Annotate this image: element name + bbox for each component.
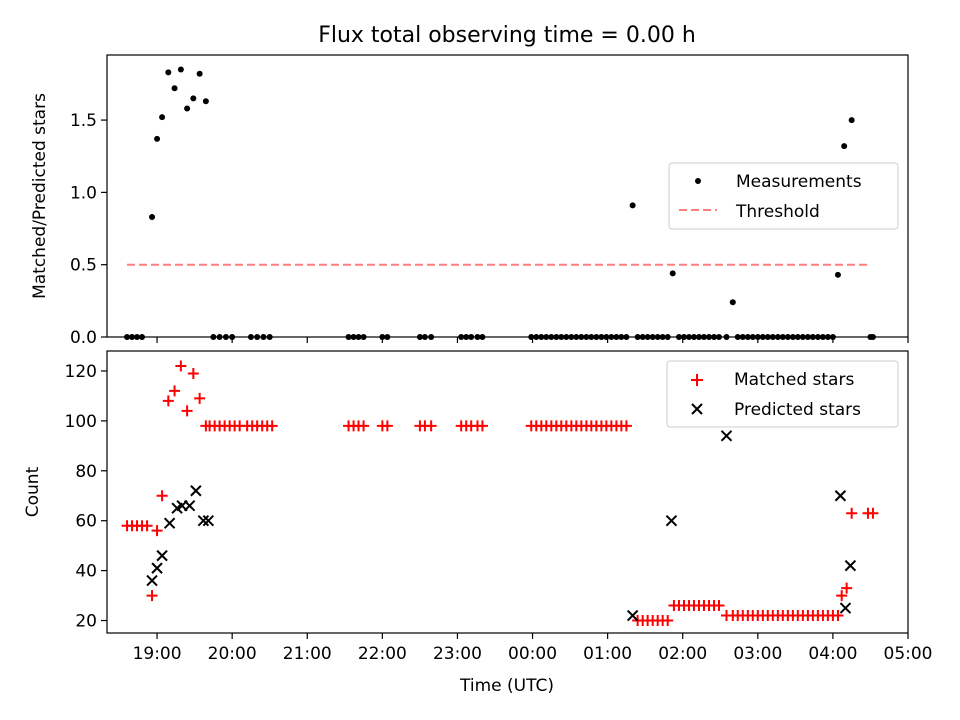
matched-star-point xyxy=(266,420,278,432)
legend-measurements-label: Measurements xyxy=(736,172,862,192)
measurement-point xyxy=(177,66,184,73)
measurement-point xyxy=(848,117,855,124)
bottom-plot-area xyxy=(121,360,879,627)
x-tick-label: 00:00 xyxy=(508,644,557,664)
bottom-y-axis-label: Count xyxy=(23,466,43,517)
matched-star-point xyxy=(620,420,632,432)
top-y-tick-label: 0.5 xyxy=(70,256,97,276)
predicted-star-point xyxy=(665,514,678,527)
matched-star-point xyxy=(181,405,193,417)
predicted-star-point xyxy=(156,549,168,562)
measurement-point xyxy=(729,299,736,306)
predicted-star-point xyxy=(834,490,847,502)
matched-star-point xyxy=(476,420,488,432)
measurement-point xyxy=(841,143,848,150)
predicted-star-point xyxy=(839,602,852,614)
measurement-point xyxy=(669,270,676,277)
measurement-point xyxy=(202,98,209,105)
matched-star-point xyxy=(425,420,437,432)
top-y-tick-label: 0.0 xyxy=(70,328,97,348)
measurement-point xyxy=(196,70,203,77)
legend-predicted-marker xyxy=(691,403,703,415)
matched-star-point xyxy=(156,490,168,502)
x-axis-label: Time (UTC) xyxy=(459,676,554,696)
matched-star-point xyxy=(662,615,674,627)
legend-matched-marker xyxy=(691,374,703,386)
matched-star-point xyxy=(867,507,879,519)
matched-star-point xyxy=(141,520,153,532)
legend-threshold-label: Threshold xyxy=(735,202,820,222)
matched-star-point xyxy=(381,420,393,432)
top-y-tick-label: 1.5 xyxy=(70,111,97,131)
matched-star-point xyxy=(162,395,174,407)
measurement-point xyxy=(159,114,166,121)
bottom-y-tick-label: 20 xyxy=(75,612,97,632)
legend-measurements-marker xyxy=(695,178,701,184)
legend-matched-label: Matched stars xyxy=(734,370,854,390)
measurement-point xyxy=(154,135,161,142)
legend-predicted-label: Predicted stars xyxy=(734,400,861,420)
x-tick-label: 05:00 xyxy=(884,644,933,664)
matched-star-point xyxy=(169,385,181,397)
matched-star-point xyxy=(358,420,370,432)
measurement-point xyxy=(165,69,172,76)
top-axes-frame xyxy=(106,54,909,338)
matched-star-point xyxy=(836,590,848,602)
x-tick-label: 02:00 xyxy=(658,644,707,664)
x-tick-label: 21:00 xyxy=(283,644,332,664)
bottom-axes-frame xyxy=(106,350,909,634)
measurement-point xyxy=(149,213,156,220)
matched-star-point xyxy=(841,582,853,594)
measurement-point xyxy=(190,95,197,102)
predicted-star-point xyxy=(146,574,158,587)
predicted-star-point xyxy=(183,500,196,512)
x-tick-label: 04:00 xyxy=(808,644,857,664)
x-tick-label: 19:00 xyxy=(133,644,182,664)
measurement-point xyxy=(629,202,636,209)
top-y-axis-label: Matched/Predicted stars xyxy=(30,93,50,299)
predicted-star-point xyxy=(844,559,857,572)
matched-star-point xyxy=(194,392,206,404)
bottom-y-tick-label: 60 xyxy=(75,512,97,532)
measurement-point xyxy=(834,271,841,278)
bottom-y-tick-label: 120 xyxy=(65,362,97,382)
x-tick-label: 03:00 xyxy=(733,644,782,664)
top-y-tick-label: 1.0 xyxy=(70,183,97,203)
matched-star-point xyxy=(846,507,858,519)
x-tick-label: 20:00 xyxy=(208,644,257,664)
measurement-point xyxy=(171,85,178,92)
bottom-y-tick-label: 80 xyxy=(75,462,97,482)
matched-star-point xyxy=(187,367,199,379)
bottom-legend: Matched stars Predicted stars xyxy=(666,360,899,428)
matched-star-point xyxy=(175,360,187,372)
top-legend: Measurements Threshold xyxy=(668,162,899,230)
top-legend-box xyxy=(668,162,899,230)
measurement-point xyxy=(184,105,191,112)
x-tick-label: 01:00 xyxy=(583,644,632,664)
bottom-legend-box xyxy=(666,360,899,428)
matched-star-point xyxy=(713,600,725,612)
x-tick-label: 23:00 xyxy=(433,644,482,664)
predicted-star-point xyxy=(626,609,639,622)
bottom-y-tick-label: 100 xyxy=(65,412,97,432)
predicted-star-point xyxy=(720,430,733,442)
predicted-star-point xyxy=(151,562,163,574)
predicted-star-point xyxy=(190,485,202,497)
x-tick-label: 22:00 xyxy=(358,644,407,664)
matched-star-point xyxy=(146,590,158,602)
matched-star-point xyxy=(832,610,844,622)
chart-title: Flux total observing time = 0.00 h xyxy=(318,23,696,48)
predicted-star-point xyxy=(163,517,176,529)
bottom-y-tick-label: 40 xyxy=(75,562,97,582)
predicted-star-point xyxy=(202,514,215,527)
matched-star-point xyxy=(151,525,163,537)
predicted-star-point xyxy=(197,514,210,527)
